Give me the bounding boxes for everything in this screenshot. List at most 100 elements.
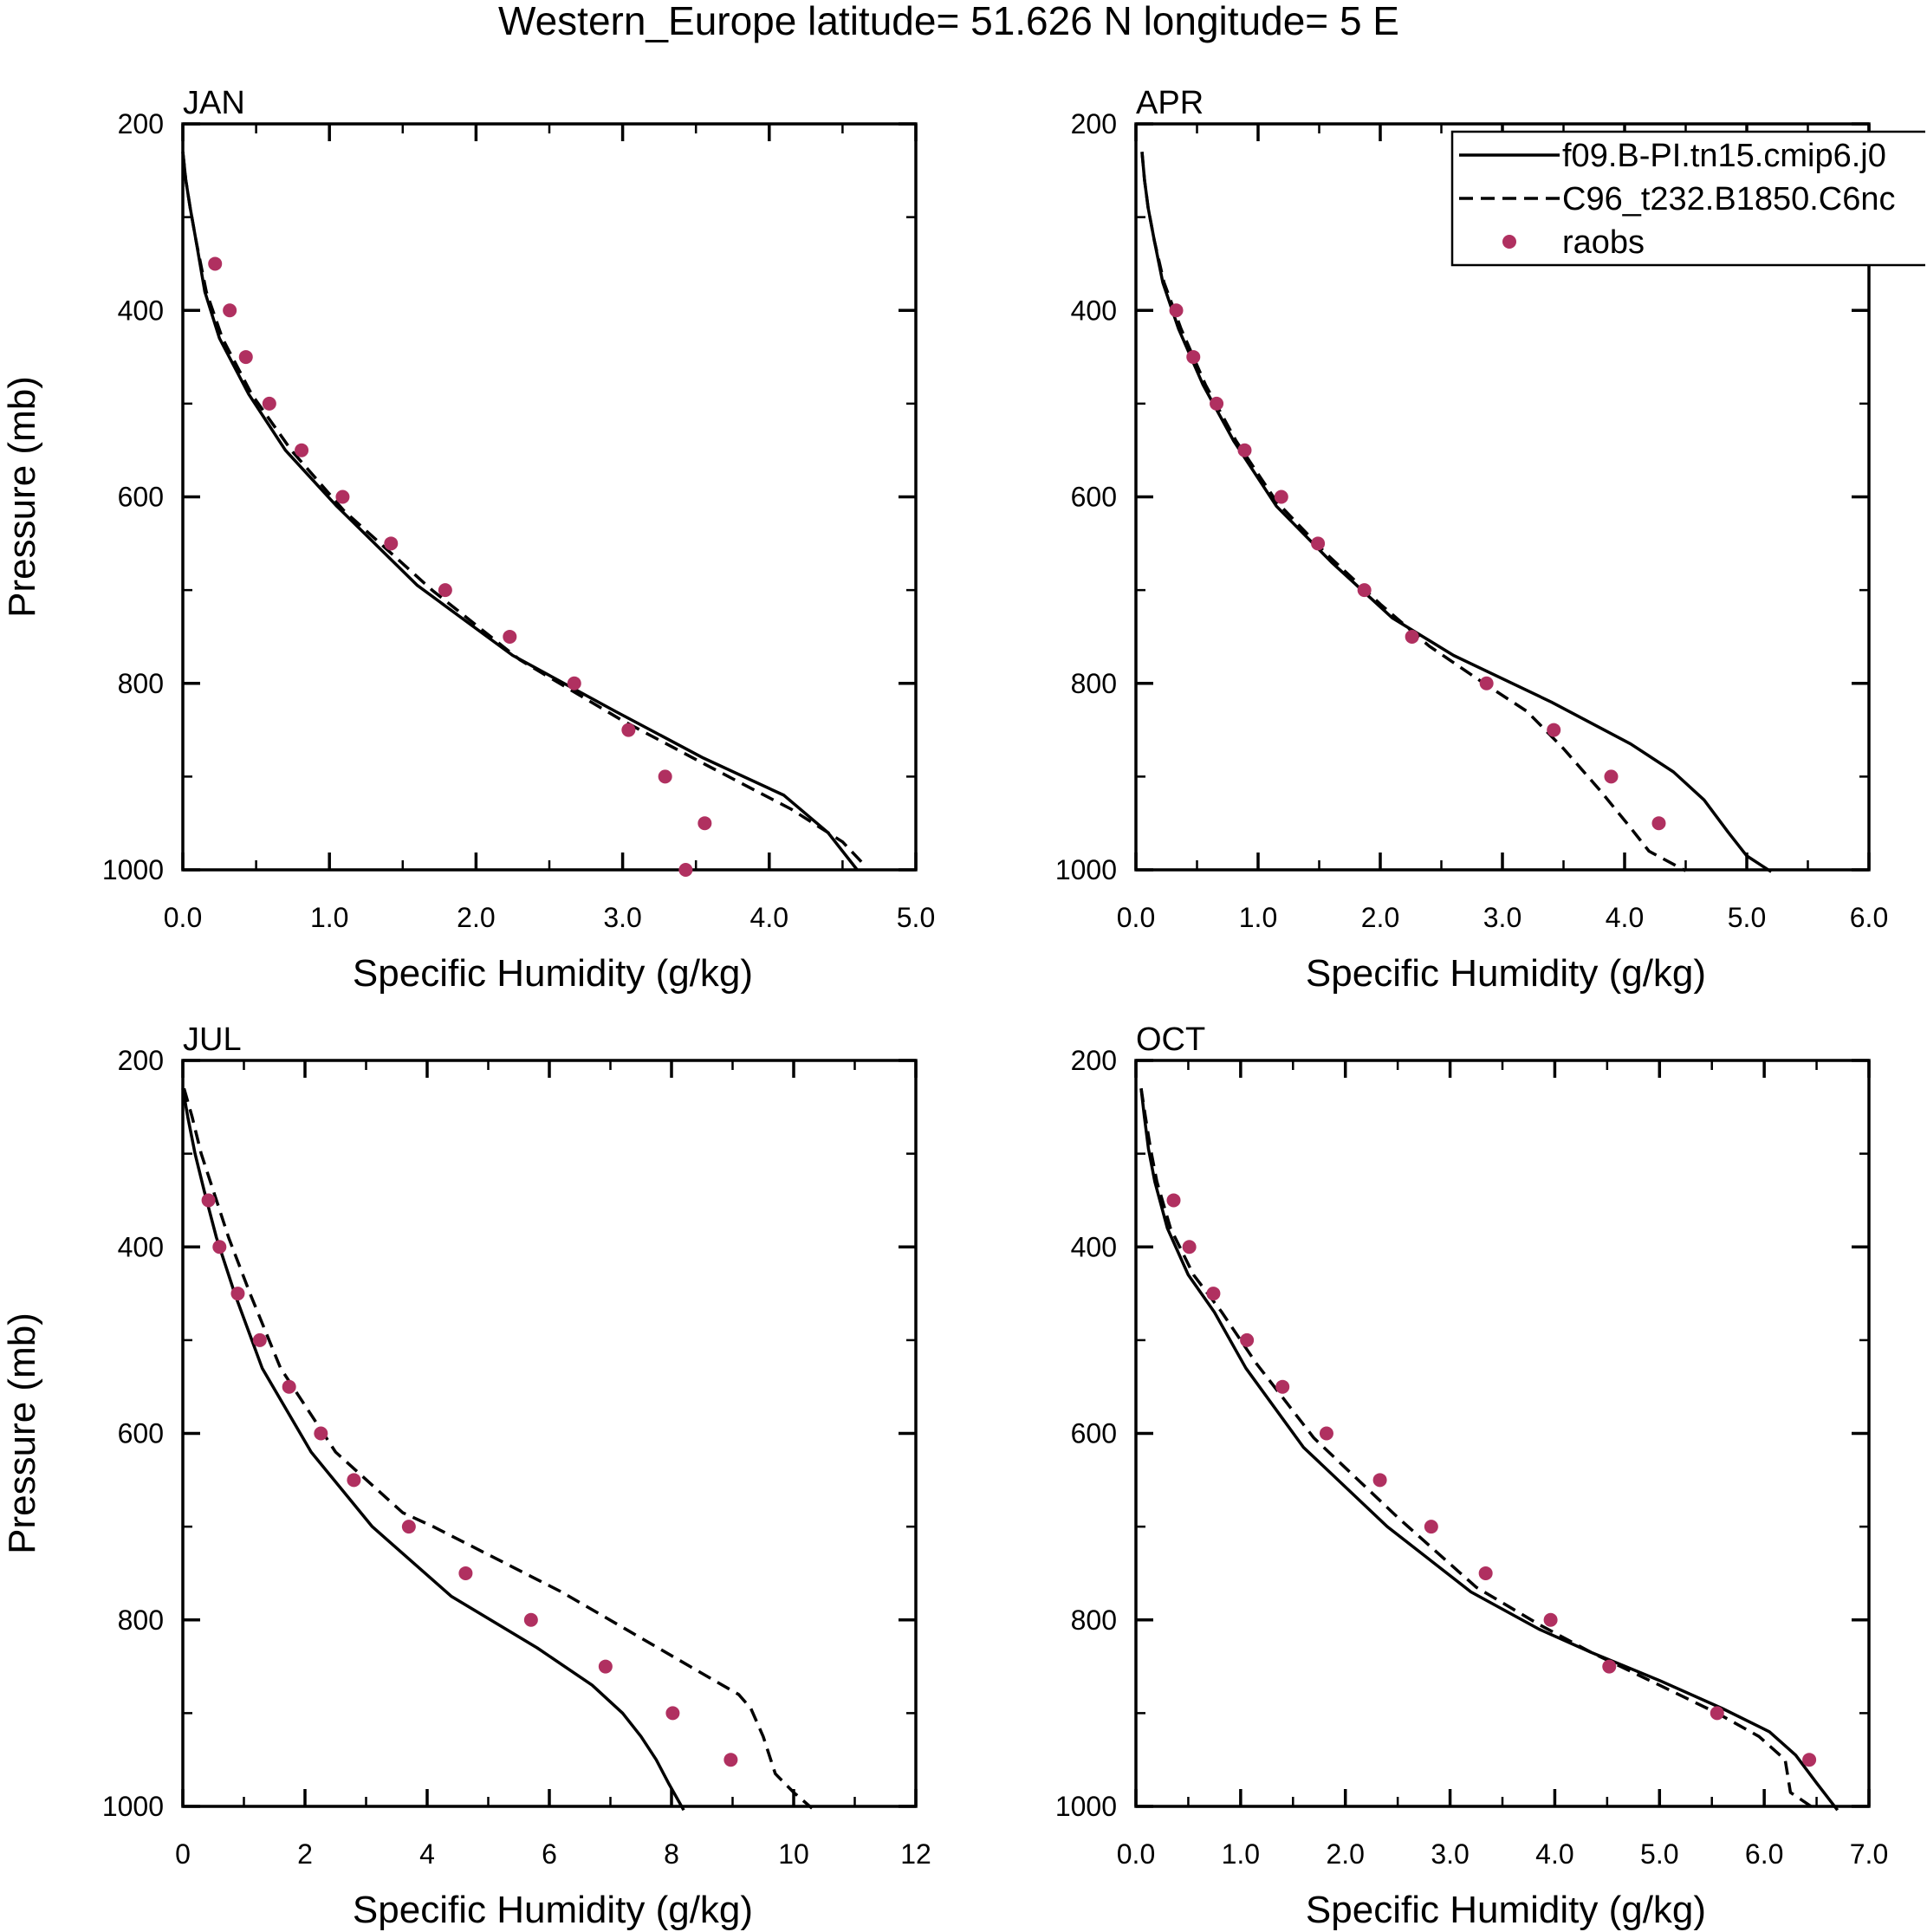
plot-frame: [1134, 1059, 1871, 1808]
legend-label: C96_t232.B1850.C6nc: [1562, 181, 1896, 217]
panels: JAN 0.0 1.0 2.0 3.0 4.0 5.0 200 400 600 800 1000 Spe…: [1, 85, 1888, 1931]
raobs-point: [503, 629, 517, 644]
x-axis-label: Specific Humidity (g/kg): [353, 952, 753, 995]
raobs-point: [1311, 536, 1326, 551]
raobs-point: [1237, 443, 1252, 457]
raobs-point: [238, 350, 253, 365]
x-tick-label: 5.0: [897, 902, 935, 933]
y-tick-label: 1000: [1055, 854, 1117, 885]
raobs-point: [282, 1379, 296, 1394]
series-line-f09: [181, 1088, 685, 1812]
x-tick-label: 4.0: [1535, 1838, 1573, 1870]
y-tick-label: 200: [118, 1045, 164, 1076]
raobs-point: [1604, 769, 1619, 784]
y-tick-label: 800: [1071, 668, 1117, 699]
series-raobs: [1169, 303, 1666, 831]
y-tick-label: 800: [118, 1605, 164, 1636]
y-tick-label: 200: [118, 108, 164, 139]
raobs-point: [1182, 1240, 1197, 1255]
series-raobs: [201, 1193, 738, 1767]
y-axis-label: Pressure (mb): [1, 1313, 43, 1554]
raobs-point: [212, 1240, 227, 1255]
raobs-point: [262, 396, 276, 411]
y-tick-label: 600: [1071, 482, 1117, 513]
y-tick-label: 200: [1071, 108, 1117, 139]
raobs-point: [1602, 1659, 1617, 1674]
y-tick-label: 600: [118, 482, 164, 513]
panel-jul: JUL 0 2 4 6 8 10 12 200 400 600 800 1000 Specific Hum…: [1, 1021, 931, 1931]
x-tick-label: 2: [297, 1838, 313, 1870]
raobs-point: [1547, 723, 1561, 737]
raobs-point: [523, 1612, 538, 1627]
raobs-point: [1424, 1520, 1438, 1534]
y-tick-label: 800: [118, 668, 164, 699]
raobs-point: [1357, 583, 1372, 598]
series-line-f09: [181, 152, 859, 872]
x-tick-label: 3.0: [1483, 902, 1521, 933]
raobs-point: [621, 723, 636, 737]
y-axis-label: Pressure (mb): [1, 376, 43, 618]
legend-body: f09.B-PI.tn15.cmip6.j0 C96_t232.B1850.C6n…: [1450, 130, 1925, 267]
raobs-point: [208, 256, 223, 271]
x-tick-label: 6.0: [1745, 1838, 1783, 1870]
y-tick-label: 400: [118, 1231, 164, 1262]
x-tick-label: 0: [175, 1838, 191, 1870]
raobs-point: [201, 1193, 216, 1208]
legend-label: f09.B-PI.tn15.cmip6.j0: [1562, 138, 1886, 174]
x-tick-label: 1.0: [1239, 902, 1277, 933]
x-tick-label: 0.0: [1117, 902, 1155, 933]
raobs-point: [1372, 1473, 1387, 1488]
y-tick-label: 400: [118, 295, 164, 326]
panel-oct: OCT 0.0 1.0 2.0 3.0 4.0 5.0 6.0 7.0 200 400 600 800 1…: [1055, 1021, 1888, 1931]
raobs-point: [1169, 303, 1184, 318]
raobs-point: [697, 816, 712, 831]
raobs-point: [314, 1426, 328, 1441]
legend: f09.B-PI.tn15.cmip6.j0 C96_t232.B1850.C6n…: [1450, 130, 1925, 267]
x-tick-label: 4.0: [750, 902, 788, 933]
raobs-point: [678, 863, 693, 877]
x-tick-label: 5.0: [1728, 902, 1766, 933]
raobs-point: [252, 1332, 267, 1347]
raobs-point: [1405, 629, 1419, 644]
x-tick-label: 6.0: [1850, 902, 1888, 933]
raobs-point: [1166, 1193, 1181, 1208]
series-line-c96: [1140, 152, 1687, 872]
x-tick-label: 6: [542, 1838, 557, 1870]
series-raobs: [208, 256, 712, 877]
series-raobs: [1166, 1193, 1817, 1767]
x-tick-label: 2.0: [1361, 902, 1399, 933]
raobs-point: [1206, 1287, 1221, 1301]
raobs-point: [335, 489, 350, 504]
raobs-point: [1710, 1706, 1724, 1721]
figure-title: Western_Europe latitude= 51.626 N longit…: [498, 0, 1399, 43]
x-tick-label: 4.0: [1606, 902, 1644, 933]
series-line-c96: [1139, 1088, 1818, 1812]
x-tick-label: 4: [419, 1838, 435, 1870]
panel-title: APR: [1136, 85, 1204, 121]
y-tick-label: 1000: [102, 1791, 164, 1822]
raobs-point: [295, 443, 309, 457]
raobs-point: [1210, 396, 1224, 411]
x-tick-label: 0.0: [1117, 1838, 1155, 1870]
raobs-point: [665, 1706, 680, 1721]
x-tick-label: 7.0: [1850, 1838, 1888, 1870]
raobs-point: [1186, 350, 1201, 365]
panel-title: JAN: [183, 85, 245, 121]
legend-label: raobs: [1562, 224, 1645, 261]
raobs-point: [1275, 1379, 1290, 1394]
x-tick-label: 1.0: [310, 902, 348, 933]
y-tick-label: 400: [1071, 1231, 1117, 1262]
y-tick-label: 1000: [102, 854, 164, 885]
raobs-point: [598, 1659, 613, 1674]
raobs-point: [1651, 816, 1666, 831]
panel-title: JUL: [183, 1021, 242, 1058]
raobs-point: [1274, 489, 1288, 504]
series-line-c96: [181, 152, 866, 866]
raobs-point: [1479, 676, 1494, 690]
raobs-point: [1478, 1566, 1493, 1580]
panel-title: OCT: [1136, 1021, 1205, 1058]
raobs-point: [223, 303, 237, 318]
x-tick-label: 0.0: [164, 902, 202, 933]
plot-frame: [181, 122, 918, 872]
